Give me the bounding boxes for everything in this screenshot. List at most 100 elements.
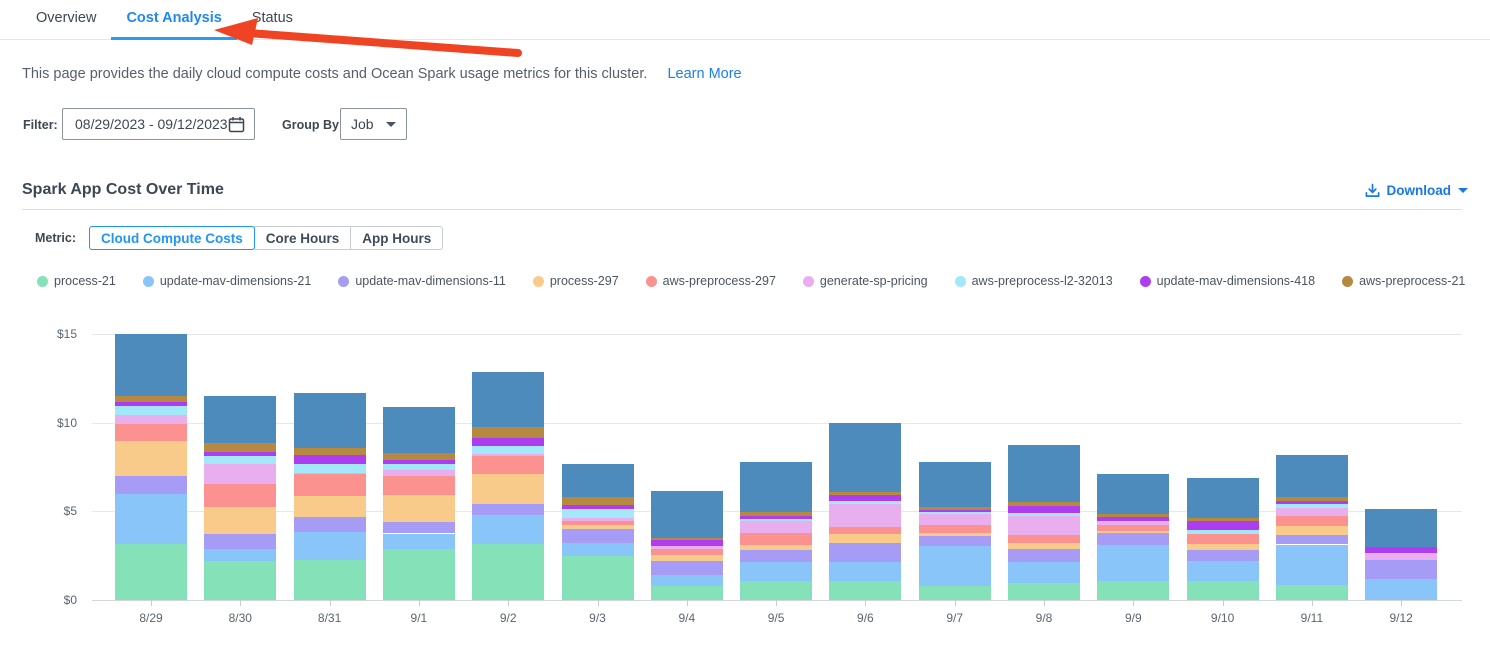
bar-segment-aws-preprocess-l2-32013[interactable] (115, 405, 187, 415)
bar-segment-update-mav-dimensions-418[interactable] (1275, 501, 1348, 504)
bar-segment-aws-preprocess-l2-32013[interactable] (1008, 513, 1080, 517)
bar-segment-aws-preprocess-21[interactable] (472, 427, 545, 438)
bar-segment-other[interactable] (1186, 478, 1259, 519)
learn-more-link[interactable]: Learn More (667, 66, 742, 82)
bar-segment-process-297[interactable] (918, 532, 991, 536)
bar-segment-update-mav-dimensions-11[interactable] (740, 550, 813, 563)
bar-segment-generate-sp-pricing[interactable] (1008, 516, 1080, 535)
stacked-bar-9-3[interactable] (561, 320, 634, 600)
metric-option-cloud-compute-costs[interactable]: Cloud Compute Costs (88, 226, 255, 250)
bar-segment-other[interactable] (918, 462, 991, 508)
bar-segment-update-mav-dimensions-21[interactable] (1275, 544, 1348, 585)
bar-segment-process-297[interactable] (650, 554, 723, 561)
bar-segment-update-mav-dimensions-11[interactable] (472, 503, 545, 515)
bar-segment-other[interactable] (829, 423, 902, 492)
bar-segment-update-mav-dimensions-418[interactable] (740, 515, 813, 519)
bar-segment-other[interactable] (1365, 508, 1438, 548)
bar-segment-process-297[interactable] (1008, 542, 1080, 549)
bar-segment-aws-preprocess-297[interactable] (293, 474, 366, 496)
bar-segment-update-mav-dimensions-11[interactable] (918, 535, 991, 546)
date-range-picker[interactable]: 08/29/2023 - 09/12/2023 (62, 108, 255, 140)
download-button[interactable]: Download (1365, 183, 1468, 198)
bar-segment-aws-preprocess-l2-32013[interactable] (561, 508, 634, 518)
bar-segment-aws-preprocess-21[interactable] (204, 442, 277, 452)
bar-segment-process-21[interactable] (472, 544, 545, 600)
group-by-select[interactable]: Job (340, 108, 407, 140)
bar-segment-other[interactable] (1097, 474, 1170, 514)
bar-segment-process-297[interactable] (1186, 543, 1259, 550)
bar-segment-process-297[interactable] (472, 473, 545, 504)
bar-segment-update-mav-dimensions-418[interactable] (382, 460, 455, 465)
bar-segment-update-mav-dimensions-11[interactable] (382, 521, 455, 534)
bar-segment-update-mav-dimensions-418[interactable] (918, 510, 991, 512)
bar-segment-aws-preprocess-21[interactable] (1097, 513, 1170, 517)
bar-segment-update-mav-dimensions-11[interactable] (115, 475, 187, 494)
bar-segment-generate-sp-pricing[interactable] (561, 517, 634, 521)
bar-segment-process-21[interactable] (1275, 584, 1348, 600)
bar-segment-update-mav-dimensions-418[interactable] (204, 451, 277, 456)
bar-segment-update-mav-dimensions-418[interactable] (115, 401, 187, 406)
bar-segment-process-21[interactable] (650, 585, 723, 600)
bar-segment-process-21[interactable] (561, 555, 634, 600)
legend-item-aws-preprocess-l2-32013[interactable]: aws-preprocess-l2-32013 (954, 274, 1113, 288)
bar-segment-process-21[interactable] (1097, 581, 1170, 600)
bar-segment-aws-preprocess-297[interactable] (204, 483, 277, 507)
bar-segment-aws-preprocess-297[interactable] (1186, 533, 1259, 544)
bar-segment-aws-preprocess-21[interactable] (1275, 497, 1348, 502)
tab-overview[interactable]: Overview (36, 9, 97, 26)
bar-segment-process-21[interactable] (382, 548, 455, 600)
bar-segment-aws-preprocess-21[interactable] (740, 511, 813, 516)
stacked-bar-9-8[interactable] (1008, 320, 1080, 600)
bar-segment-process-297[interactable] (561, 525, 634, 529)
stacked-bar-9-1[interactable] (382, 320, 455, 600)
stacked-bar-8-30[interactable] (204, 320, 277, 600)
bar-segment-update-mav-dimensions-11[interactable] (650, 560, 723, 575)
bar-segment-update-mav-dimensions-21[interactable] (918, 545, 991, 586)
stacked-bar-9-12[interactable] (1365, 320, 1438, 600)
bar-segment-generate-sp-pricing[interactable] (650, 546, 723, 550)
bar-segment-other[interactable] (115, 333, 187, 396)
bar-segment-generate-sp-pricing[interactable] (918, 514, 991, 525)
stacked-bar-9-9[interactable] (1097, 320, 1170, 600)
bar-segment-other[interactable] (1275, 455, 1348, 498)
bar-segment-process-21[interactable] (918, 585, 991, 600)
bar-segment-generate-sp-pricing[interactable] (293, 472, 366, 475)
legend-item-update-mav-dimensions-21[interactable]: update-mav-dimensions-21 (142, 274, 311, 288)
bar-segment-update-mav-dimensions-418[interactable] (293, 455, 366, 465)
bar-segment-aws-preprocess-297[interactable] (740, 532, 813, 546)
bar-segment-update-mav-dimensions-21[interactable] (561, 542, 634, 556)
bar-segment-other[interactable] (1008, 444, 1080, 503)
bar-segment-aws-preprocess-21[interactable] (561, 496, 634, 506)
stacked-bar-8-31[interactable] (293, 320, 366, 600)
bar-segment-update-mav-dimensions-418[interactable] (472, 437, 545, 446)
bar-segment-update-mav-dimensions-21[interactable] (740, 562, 813, 582)
bar-segment-update-mav-dimensions-21[interactable] (1008, 562, 1080, 583)
bar-segment-other[interactable] (740, 462, 813, 512)
stacked-bar-9-5[interactable] (740, 320, 813, 600)
bar-segment-update-mav-dimensions-21[interactable] (382, 533, 455, 549)
bar-segment-aws-preprocess-21[interactable] (293, 448, 366, 456)
bar-segment-process-21[interactable] (740, 581, 813, 600)
bar-segment-aws-preprocess-l2-32013[interactable] (829, 501, 902, 505)
metric-option-core-hours[interactable]: Core Hours (253, 226, 352, 250)
bar-segment-other[interactable] (293, 393, 366, 449)
bar-segment-aws-preprocess-21[interactable] (1008, 502, 1080, 507)
bar-segment-aws-preprocess-21[interactable] (650, 538, 723, 541)
bar-segment-update-mav-dimensions-11[interactable] (1097, 532, 1170, 545)
bar-segment-aws-preprocess-297[interactable] (561, 520, 634, 526)
bar-segment-other[interactable] (561, 464, 634, 497)
bar-segment-update-mav-dimensions-21[interactable] (472, 514, 545, 545)
metric-option-app-hours[interactable]: App Hours (350, 226, 444, 250)
bar-segment-process-297[interactable] (740, 545, 813, 550)
bar-segment-process-21[interactable] (204, 560, 277, 600)
bar-segment-process-297[interactable] (204, 506, 277, 534)
bar-segment-generate-sp-pricing[interactable] (382, 470, 455, 477)
bar-segment-update-mav-dimensions-418[interactable] (1008, 506, 1080, 514)
bar-segment-update-mav-dimensions-21[interactable] (293, 531, 366, 560)
stacked-bar-9-4[interactable] (650, 320, 723, 600)
bar-segment-aws-preprocess-297[interactable] (829, 527, 902, 535)
legend-item-aws-preprocess-21[interactable]: aws-preprocess-21 (1342, 274, 1465, 288)
bar-segment-process-297[interactable] (1097, 531, 1170, 533)
bar-segment-aws-preprocess-297[interactable] (1008, 534, 1080, 543)
stacked-bar-9-6[interactable] (829, 320, 902, 600)
